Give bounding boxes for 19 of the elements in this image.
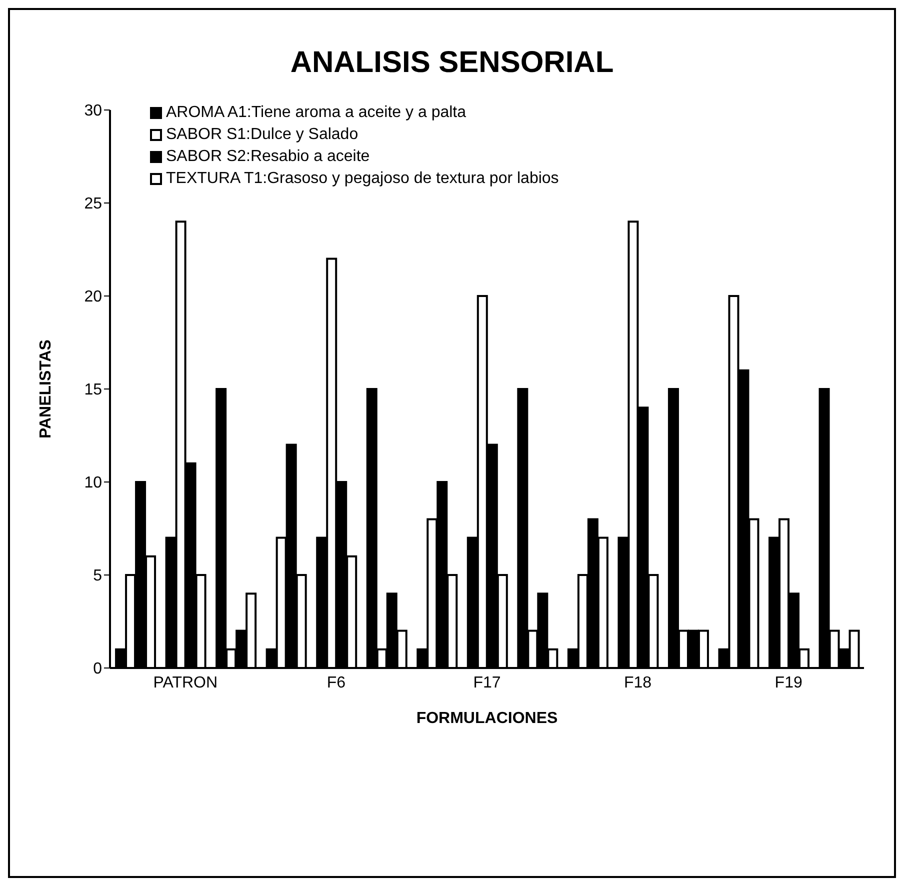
y-tick-label: 25	[84, 196, 102, 213]
x-tick-label: PATRON	[153, 674, 218, 692]
legend-label: TEXTURA T1:Grasoso y pegajoso de textura por labios	[166, 169, 559, 189]
x-axis-title: FORMULACIONES	[416, 710, 558, 727]
y-tick-label: 10	[84, 474, 102, 492]
y-tick-label: 15	[84, 382, 102, 399]
x-tick-label: F17	[473, 674, 501, 692]
legend-label: AROMA A1:Tiene aroma a aceite y a palta	[166, 103, 466, 123]
y-axis-title: PANELISTAS	[38, 339, 55, 438]
y-tick-label: 0	[93, 660, 102, 678]
y-tick-label: 30	[84, 102, 102, 120]
x-tick-label: F19	[774, 674, 802, 692]
x-tick-label: F6	[326, 674, 346, 692]
legend-label: SABOR S1:Dulce y Salado	[166, 125, 358, 145]
x-tick-label: F18	[624, 674, 652, 692]
y-tick-label: 5	[93, 568, 102, 585]
chart-title: ANALISIS SENSORIAL	[289, 46, 615, 80]
legend-label: SABOR S2:Resabio a aceite	[166, 147, 370, 167]
y-tick-label: 20	[84, 288, 102, 306]
